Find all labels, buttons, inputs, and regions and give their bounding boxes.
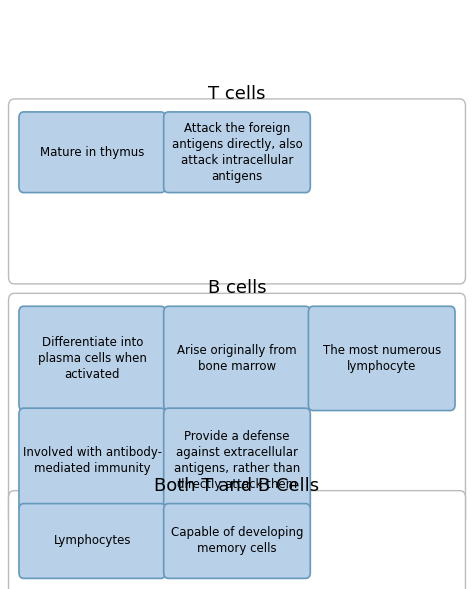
Text: Mature in thymus: Mature in thymus <box>40 145 145 159</box>
FancyBboxPatch shape <box>164 504 310 578</box>
Text: The most numerous
lymphocyte: The most numerous lymphocyte <box>323 344 441 373</box>
Text: Provide a defense
against extracellular
antigens, rather than
directly attack th: Provide a defense against extracellular … <box>174 430 300 491</box>
Text: Capable of developing
memory cells: Capable of developing memory cells <box>171 527 303 555</box>
FancyBboxPatch shape <box>309 306 455 411</box>
Text: T cells: T cells <box>208 85 266 103</box>
FancyBboxPatch shape <box>164 408 310 512</box>
FancyBboxPatch shape <box>164 112 310 193</box>
FancyBboxPatch shape <box>9 491 465 589</box>
FancyBboxPatch shape <box>9 293 465 525</box>
Text: Attack the foreign
antigens directly, also
attack intracellular
antigens: Attack the foreign antigens directly, al… <box>172 122 302 183</box>
FancyBboxPatch shape <box>164 306 310 411</box>
FancyBboxPatch shape <box>9 99 465 284</box>
Text: Lymphocytes: Lymphocytes <box>54 534 131 548</box>
FancyBboxPatch shape <box>19 408 165 512</box>
Text: B cells: B cells <box>208 279 266 297</box>
Text: Both T and B Cells: Both T and B Cells <box>155 477 319 495</box>
FancyBboxPatch shape <box>19 112 165 193</box>
Text: Arise originally from
bone marrow: Arise originally from bone marrow <box>177 344 297 373</box>
Text: Involved with antibody-
mediated immunity: Involved with antibody- mediated immunit… <box>23 446 162 475</box>
FancyBboxPatch shape <box>19 504 165 578</box>
Text: Differentiate into
plasma cells when
activated: Differentiate into plasma cells when act… <box>38 336 147 381</box>
FancyBboxPatch shape <box>19 306 165 411</box>
